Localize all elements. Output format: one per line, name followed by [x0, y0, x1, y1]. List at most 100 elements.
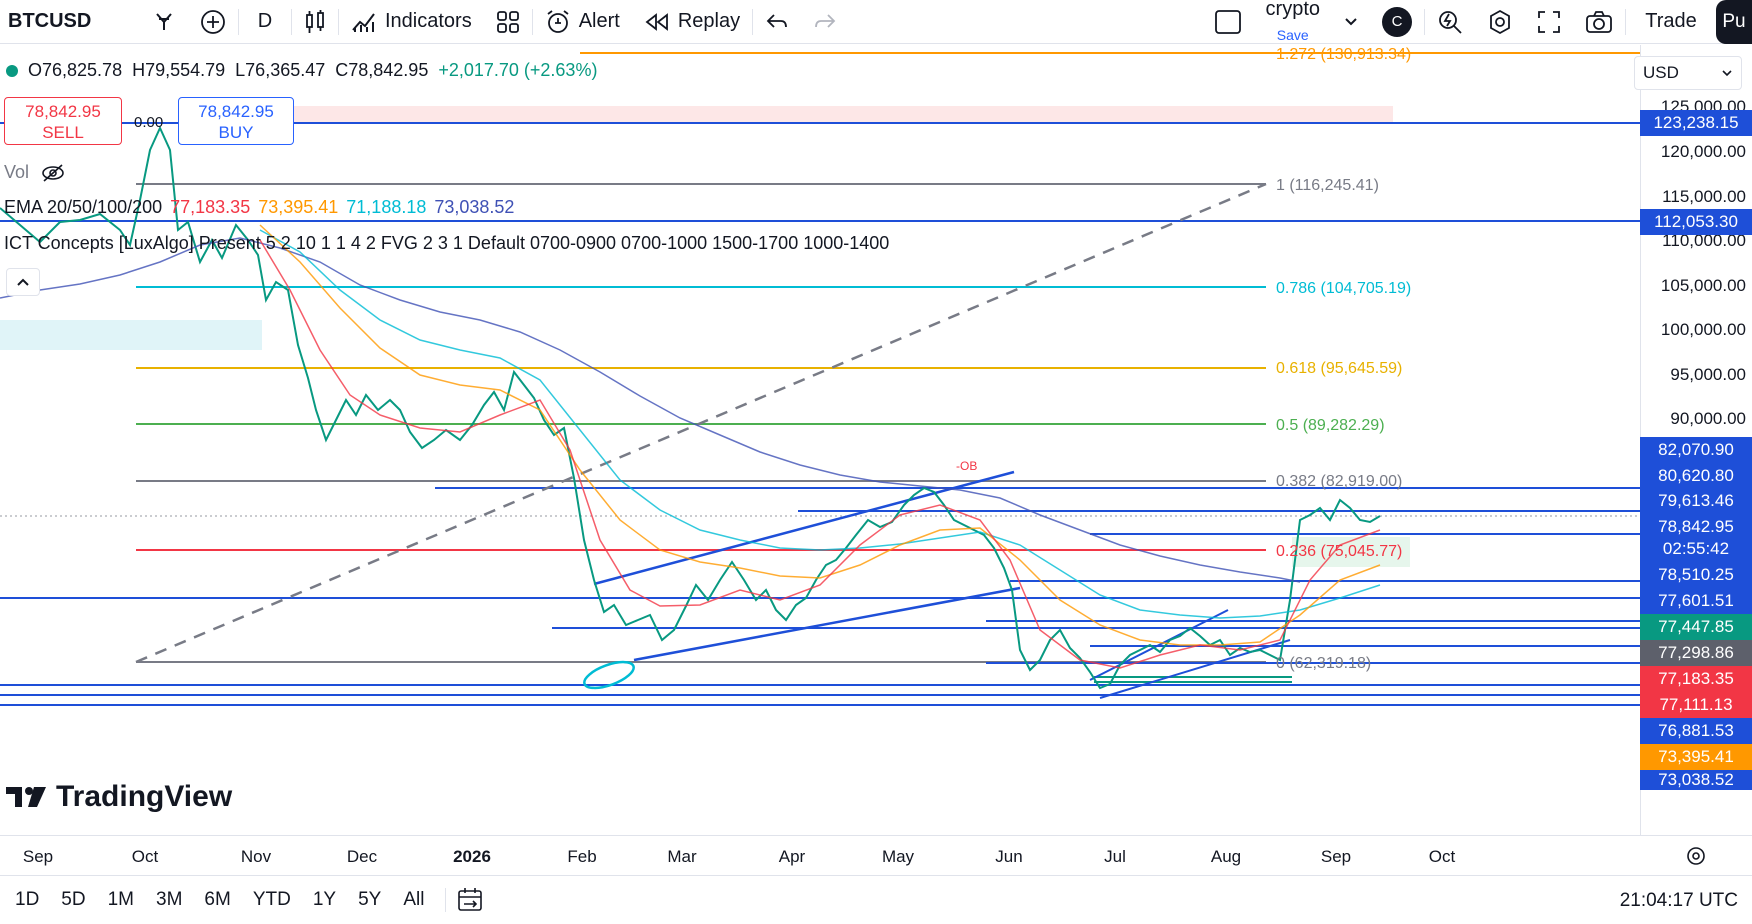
chart-pane[interactable]: 1.272 (130,913.34) 1 (116,245.41) 0.786 (1… — [0, 45, 1640, 835]
camera-icon — [1586, 10, 1612, 33]
ema-20-value: 77,183.35 — [170, 197, 251, 217]
market-status-dot — [6, 64, 18, 77]
time-label: Jul — [1104, 847, 1126, 866]
square-icon — [1214, 9, 1241, 34]
symbol-search[interactable]: BTCUSD — [0, 0, 140, 44]
time-label-row: Sep Oct Nov Dec 2026 Feb Mar Apr May Jun Jul Aug Sep… — [0, 836, 1640, 876]
account-button[interactable]: C — [1370, 0, 1424, 44]
liquidity-zone — [0, 320, 262, 350]
time-label: Sep — [1320, 847, 1352, 866]
range-1m[interactable]: 1M — [107, 889, 134, 910]
countdown-label: 02:55:42 — [1640, 536, 1752, 562]
clock[interactable]: 21:04:17 UTC — [1619, 890, 1738, 911]
fib-label: 0.5 (89,282.29) — [1276, 417, 1385, 434]
eye-off-icon[interactable] — [40, 164, 66, 182]
fib-label: 0.786 (104,705.19) — [1276, 280, 1411, 297]
indicators-button[interactable]: Indicators — [339, 0, 484, 44]
ema-50-value: 73,395.41 — [258, 197, 339, 217]
alert-label: Alert — [578, 10, 620, 32]
alert-button[interactable]: Alert — [533, 0, 632, 44]
toolbar-divider — [445, 888, 447, 912]
fib-label: 0 (62,319.18) — [1276, 655, 1371, 672]
settings-button[interactable] — [1475, 0, 1525, 44]
price-scale[interactable]: 125,000.00 120,000.00 115,000.00 110,000… — [1640, 45, 1752, 835]
ema-20-line — [259, 239, 1381, 669]
collapse-legend-button[interactable] — [6, 268, 40, 296]
toolbar-divider — [291, 8, 292, 35]
undo-button[interactable] — [753, 0, 801, 44]
supply-zone — [268, 106, 1393, 122]
time-label: Jun — [995, 847, 1023, 866]
top-toolbar: BTCUSD D Indicators Alert Replay crypto … — [0, 0, 1752, 44]
rewind-icon — [645, 12, 668, 31]
favorite-button[interactable] — [140, 0, 188, 44]
avatar: C — [1382, 6, 1412, 37]
quick-search-button[interactable] — [1425, 0, 1475, 44]
toolbar-divider — [338, 8, 339, 35]
layout-square-button[interactable] — [1202, 0, 1254, 44]
tv-logo-icon — [6, 787, 46, 807]
fullscreen-button[interactable] — [1525, 0, 1573, 44]
buy-button[interactable]: 78,842.95 BUY — [178, 97, 294, 145]
chart-canvas[interactable]: 1.272 (130,913.34) 1 (116,245.41) 0.786 (1… — [0, 45, 1640, 835]
redo-icon — [815, 13, 836, 28]
time-label: Nov — [240, 847, 272, 866]
price-label: 73,038.52 — [1640, 770, 1752, 790]
redo-button[interactable] — [801, 0, 849, 44]
range-all[interactable]: All — [403, 889, 425, 910]
volume-legend[interactable]: Vol — [4, 162, 66, 183]
grid-icon — [496, 10, 519, 33]
range-3m[interactable]: 3M — [156, 889, 183, 910]
chart-type-button[interactable] — [292, 0, 338, 44]
sell-price: 78,842.95 — [25, 102, 101, 121]
layout-menu-button[interactable] — [1332, 0, 1370, 44]
range-1d[interactable]: 1D — [15, 889, 40, 910]
publish-label: Pu — [1722, 11, 1746, 32]
fib-label: 1.272 (130,913.34) — [1276, 46, 1411, 63]
publish-button[interactable]: Pu — [1716, 0, 1752, 44]
price-label: 77,601.51 — [1640, 588, 1752, 614]
time-label: Dec — [346, 847, 378, 866]
time-scale[interactable]: Sep Oct Nov Dec 2026 Feb Mar Apr May Jun Jul Aug Sep… — [0, 835, 1752, 875]
snapshot-button[interactable] — [1573, 0, 1625, 44]
price-tick: 115,000.00 — [1662, 187, 1746, 206]
price-label: 77,298.86 — [1640, 640, 1752, 666]
channel-upper-line — [1089, 609, 1229, 681]
ema-legend[interactable]: EMA 20/50/100/200 77,183.35 73,395.41 71… — [4, 197, 514, 218]
compare-button[interactable] — [188, 0, 238, 44]
ema-name: EMA 20/50/100/200 — [4, 197, 163, 217]
toolbar-divider — [238, 8, 239, 35]
layout-name-button[interactable]: crypto Save — [1254, 0, 1332, 44]
sell-button[interactable]: 78,842.95 SELL — [4, 97, 122, 145]
time-label: Oct — [131, 847, 159, 866]
favorite-icon — [156, 12, 172, 30]
range-5d[interactable]: 5D — [61, 889, 86, 910]
indicators-label: Indicators — [385, 10, 472, 32]
volume-label: Vol — [4, 162, 30, 182]
price-tick: 100,000.00 — [1660, 320, 1746, 339]
calendar-goto-icon[interactable] — [456, 887, 484, 913]
price-label: 82,070.90 — [1640, 437, 1752, 463]
range-5y[interactable]: 5Y — [358, 889, 382, 910]
interval-button[interactable]: D — [239, 0, 291, 44]
order-block-label: -OB — [956, 459, 977, 473]
range-1y[interactable]: 1Y — [312, 889, 337, 910]
range-ytd[interactable]: YTD — [252, 889, 291, 910]
tradingview-logo[interactable]: TradingView — [6, 780, 232, 814]
price-tick: 95,000.00 — [1670, 365, 1746, 384]
last-price-label: 78,842.95 — [1640, 514, 1752, 540]
templates-button[interactable] — [484, 0, 532, 44]
range-6m[interactable]: 6M — [204, 889, 231, 910]
currency-select[interactable]: USD — [1634, 56, 1742, 90]
price-label: 73,395.41 — [1640, 744, 1752, 770]
undo-icon — [766, 13, 788, 28]
toolbar-divider — [752, 8, 754, 35]
price-tick: 105,000.00 — [1660, 276, 1746, 295]
change-value: +2,017.70 (+2.63%) — [438, 60, 598, 80]
scale-settings-icon[interactable] — [1685, 845, 1707, 867]
replay-button[interactable]: Replay — [632, 0, 752, 44]
ict-legend[interactable]: ICT Concepts [LuxAlgo] Present 5 2 10 1 … — [4, 233, 890, 253]
ema-100-line — [259, 229, 1381, 619]
time-label: May — [881, 847, 915, 866]
trade-button[interactable]: Trade — [1626, 0, 1716, 44]
